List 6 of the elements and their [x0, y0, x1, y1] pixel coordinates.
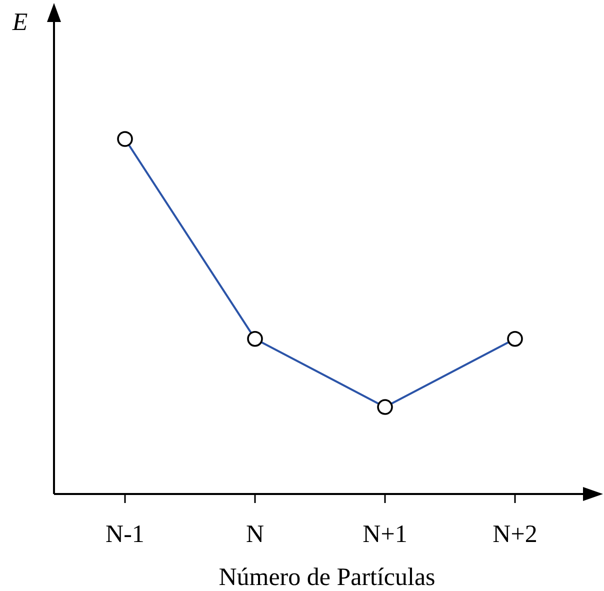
x-tick-label: N+2	[492, 521, 538, 548]
x-tick-label: N+1	[362, 521, 408, 548]
x-tick-label: N-1	[106, 521, 144, 548]
x-axis-title: Número de Partículas	[218, 564, 436, 591]
y-axis-title: E	[11, 9, 28, 36]
x-tick-label: N	[246, 521, 264, 548]
